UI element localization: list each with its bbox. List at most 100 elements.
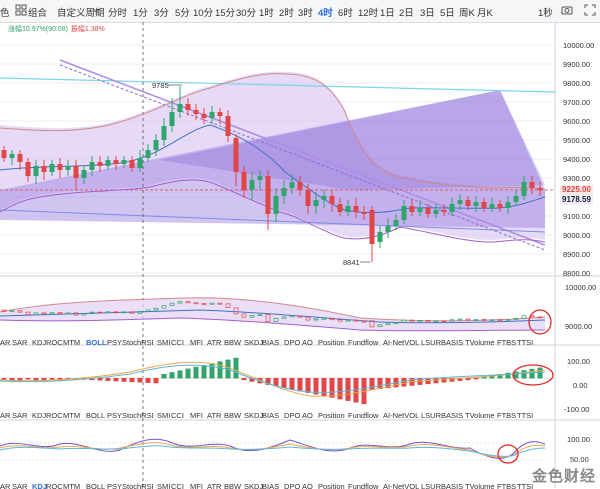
period-5[interactable]: 15分 (215, 8, 236, 19)
period-16[interactable]: 5日 (440, 8, 455, 19)
indicator-tab-smi[interactable]: SMI (157, 411, 171, 420)
period-3[interactable]: 5分 (175, 8, 190, 19)
indicator-tab-ftbs[interactable]: FTBS (497, 482, 517, 489)
period-11[interactable]: 6时 (338, 8, 353, 19)
indicator-tab-basis[interactable]: BASIS (441, 338, 464, 347)
indicator-tab-psy[interactable]: PSY (107, 411, 123, 420)
indicator-tab-atr[interactable]: ATR (207, 482, 222, 489)
combo-icon[interactable] (15, 4, 27, 16)
period-9[interactable]: 3时 (298, 8, 313, 19)
indicator-tab-bbw[interactable]: BBW (224, 338, 242, 347)
indicator-tab-bias[interactable]: BIAS (262, 482, 280, 489)
custom-period-button[interactable]: 自定义周期 (57, 8, 105, 19)
period-4[interactable]: 10分 (193, 8, 214, 19)
indicator-tab-ai-netvol[interactable]: AI-NetVOL (383, 482, 420, 489)
indicator-tab-ar[interactable]: AR (0, 338, 11, 347)
indicator-tab-smi[interactable]: SMI (157, 338, 171, 347)
period-2[interactable]: 3分 (154, 8, 169, 19)
indicator-tab-atr[interactable]: ATR (207, 411, 222, 420)
indicator-tab-ai-netvol[interactable]: AI-NetVOL (383, 338, 420, 347)
indicator-tab-mtm[interactable]: MTM (63, 482, 81, 489)
refresh-speed[interactable]: 1秒 (538, 8, 553, 19)
indicator-tab-cci[interactable]: CCI (171, 338, 184, 347)
indicator-tab-stochrsi[interactable]: StochRSI (122, 482, 154, 489)
indicator-tab-fundflow[interactable]: Fundflow (348, 338, 379, 347)
indicator-tab-skdj[interactable]: SKDJ (244, 411, 264, 420)
indicator-tab-position[interactable]: Position (318, 411, 345, 420)
period-10[interactable]: 4时 (318, 8, 333, 19)
indicator-tab-skdj[interactable]: SKDJ (244, 338, 264, 347)
indicator-tab-mfi[interactable]: MFI (190, 338, 203, 347)
indicator-tab-ftbs[interactable]: FTBS (497, 411, 517, 420)
indicator-tab-ai-netvol[interactable]: AI-NetVOL (383, 411, 420, 420)
indicator-tab-lsur[interactable]: LSUR (421, 338, 442, 347)
indicator-tab-kdj[interactable]: KDJ (32, 338, 47, 347)
indicator-tab-fundflow[interactable]: Fundflow (348, 482, 379, 489)
indicator-tab-cci[interactable]: CCI (171, 411, 184, 420)
indicator-tab-ttsi[interactable]: TTSI (517, 482, 534, 489)
indicator-tab-smi[interactable]: SMI (157, 482, 171, 489)
indicator-tab-kdj[interactable]: KDJ (32, 411, 47, 420)
indicator-tab-mtm[interactable]: MTM (63, 338, 81, 347)
indicator-tab-ao[interactable]: AO (302, 482, 313, 489)
fullscreen-icon[interactable] (584, 4, 596, 16)
combo-button[interactable]: 组合 (28, 8, 48, 19)
indicator-tab-basis[interactable]: BASIS (441, 482, 464, 489)
period-12[interactable]: 12时 (358, 8, 379, 19)
indicator-tab-tvolume[interactable]: TVolume (465, 411, 495, 420)
indicator-tab-sar[interactable]: SAR (12, 482, 28, 489)
period-6[interactable]: 30分 (236, 8, 257, 19)
indicator-tab-dpo[interactable]: DPO (284, 482, 301, 489)
indicator-tab-psy[interactable]: PSY (107, 338, 123, 347)
period-7[interactable]: 1时 (259, 8, 274, 19)
indicator-tab-boll[interactable]: BOLL (86, 482, 106, 489)
indicator-tab-fundflow[interactable]: Fundflow (348, 411, 379, 420)
indicator-tab-bias[interactable]: BIAS (262, 338, 280, 347)
indicator-tab-ar[interactable]: AR (0, 482, 11, 489)
period-13[interactable]: 1日 (380, 8, 395, 19)
period-17[interactable]: 周K (459, 8, 475, 19)
indicator-tab-dpo[interactable]: DPO (284, 411, 301, 420)
indicator-tab-tvolume[interactable]: TVolume (465, 338, 495, 347)
indicator-tab-basis[interactable]: BASIS (441, 411, 464, 420)
camera-icon[interactable] (561, 4, 573, 16)
period-18[interactable]: 月K (477, 8, 493, 19)
indicator-tab-position[interactable]: Position (318, 482, 345, 489)
indicator-tab-dpo[interactable]: DPO (284, 338, 301, 347)
indicator-tab-mfi[interactable]: MFI (190, 482, 203, 489)
indicator-tab-psy[interactable]: PSY (107, 482, 123, 489)
indicator-tab-mtm[interactable]: MTM (63, 411, 81, 420)
indicator-tab-sar[interactable]: SAR (12, 338, 28, 347)
indicator-tab-roc[interactable]: ROC (46, 411, 63, 420)
indicator-tab-ttsi[interactable]: TTSI (517, 411, 534, 420)
indicator-tab-boll[interactable]: BOLL (86, 338, 107, 347)
indicator-tab-mfi[interactable]: MFI (190, 411, 203, 420)
indicator-tab-bbw[interactable]: BBW (224, 482, 242, 489)
indicator-tab-boll[interactable]: BOLL (86, 411, 106, 420)
indicator-tab-ao[interactable]: AO (302, 338, 313, 347)
indicator-tab-sar[interactable]: SAR (12, 411, 28, 420)
indicator-tab-cci[interactable]: CCI (171, 482, 184, 489)
indicator-tab-skdj[interactable]: SKDJ (244, 482, 264, 489)
indicator-tab-roc[interactable]: ROC (46, 338, 63, 347)
indicator-tab-lsur[interactable]: LSUR (421, 482, 442, 489)
indicator-tab-kdj[interactable]: KDJ (32, 482, 48, 489)
indicator-tab-stochrsi[interactable]: StochRSI (122, 338, 154, 347)
indicator-tab-roc[interactable]: ROC (46, 482, 63, 489)
indicator-tab-atr[interactable]: ATR (207, 338, 222, 347)
indicator-tab-position[interactable]: Position (318, 338, 345, 347)
indicator-tab-lsur[interactable]: LSUR (421, 411, 442, 420)
indicator-tab-stochrsi[interactable]: StochRSI (122, 411, 154, 420)
indicator-tab-ao[interactable]: AO (302, 411, 313, 420)
period-1[interactable]: 1分 (133, 8, 148, 19)
indicator-tab-ttsi[interactable]: TTSI (517, 338, 534, 347)
dropdown-icon[interactable] (92, 4, 100, 16)
period-0[interactable]: 分时 (108, 8, 128, 19)
indicator-tab-ar[interactable]: AR (0, 411, 11, 420)
indicator-tab-tvolume[interactable]: TVolume (465, 482, 495, 489)
indicator-tab-bias[interactable]: BIAS (262, 411, 280, 420)
indicator-tab-bbw[interactable]: BBW (224, 411, 242, 420)
indicator-tab-ftbs[interactable]: FTBS (497, 338, 517, 347)
period-15[interactable]: 3日 (420, 8, 435, 19)
period-14[interactable]: 2日 (399, 8, 414, 19)
